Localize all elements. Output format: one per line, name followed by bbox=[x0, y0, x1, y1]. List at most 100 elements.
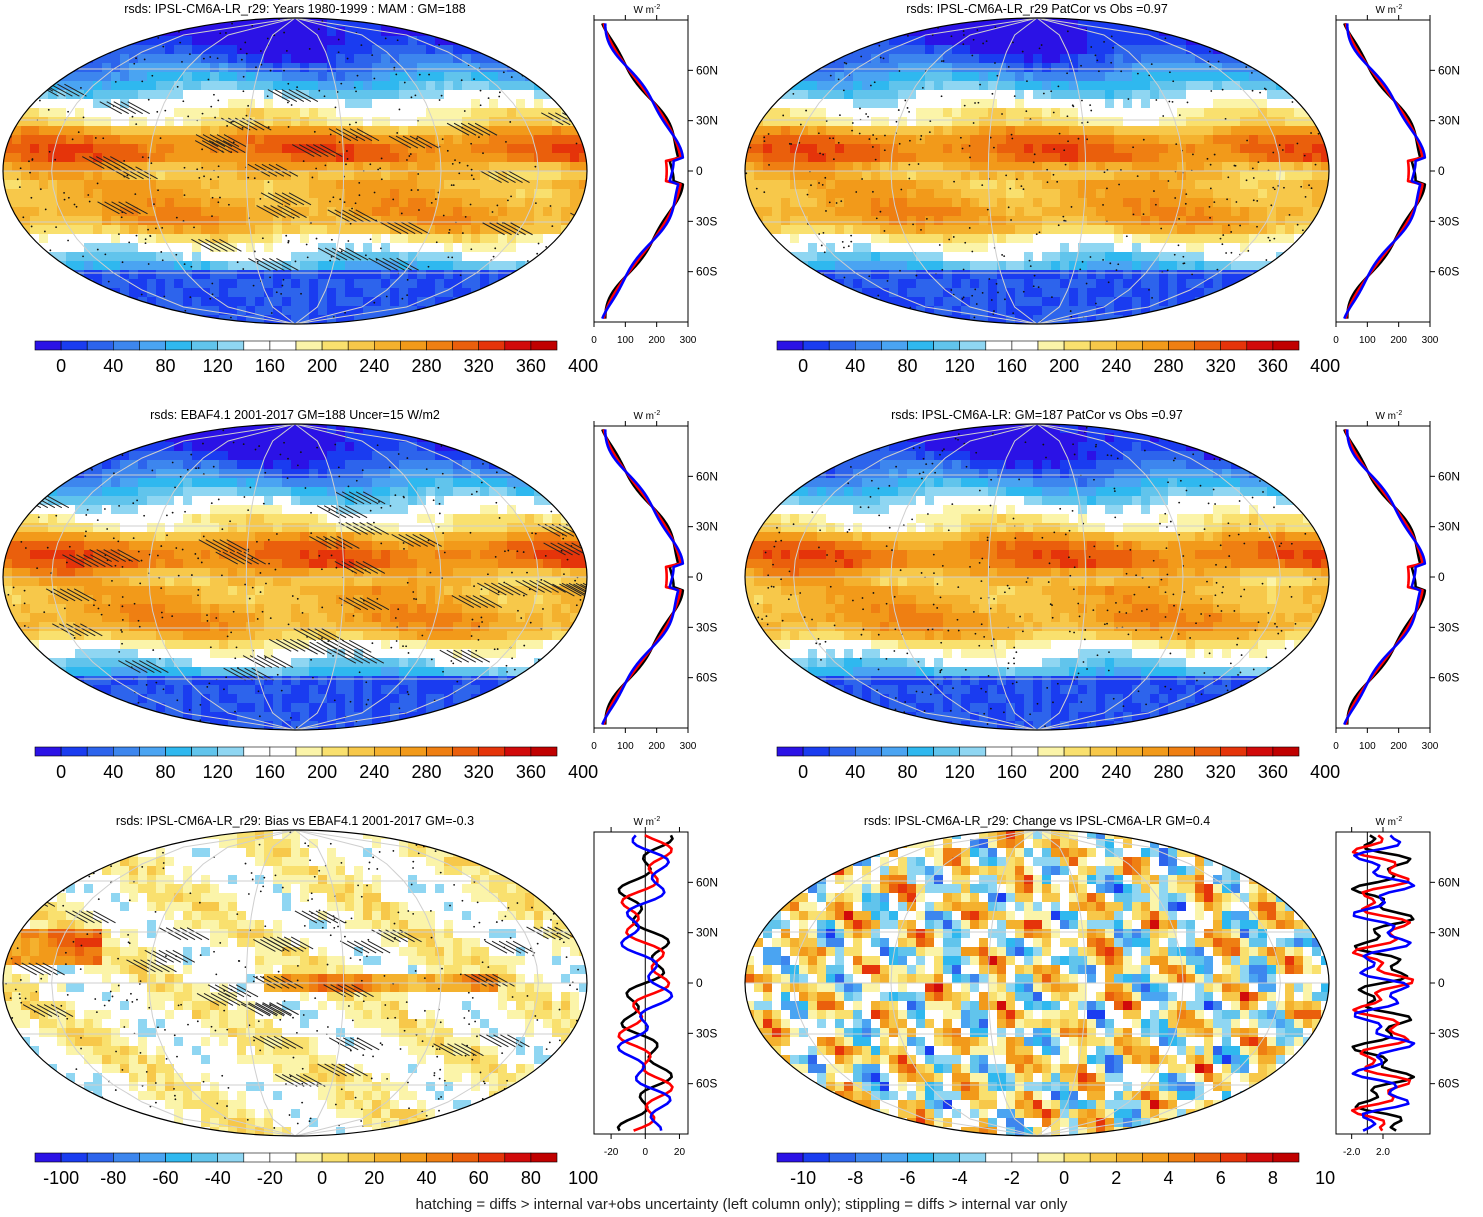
colorbar-swatch bbox=[400, 747, 426, 756]
colorbar-swatch bbox=[192, 1153, 218, 1162]
colorbar-swatch bbox=[1116, 341, 1142, 350]
units-label: W m-2 bbox=[633, 410, 660, 422]
x-tick-label: 300 bbox=[680, 741, 697, 752]
colorbar-label: 320 bbox=[464, 356, 494, 376]
colorbar-swatch bbox=[881, 1153, 907, 1162]
colorbar-swatch bbox=[374, 1153, 400, 1162]
colorbar-swatch bbox=[322, 747, 348, 756]
colorbar-swatch bbox=[908, 747, 934, 756]
panel-top-right: rsds: IPSL-CM6A-LR_r29 PatCor vs Obs =0.… bbox=[742, 0, 1483, 405]
colorbar-swatch bbox=[61, 747, 87, 756]
colorbar-swatch bbox=[453, 1153, 479, 1162]
x-tick-label: 20 bbox=[674, 1147, 686, 1158]
chart-svg-p1: rsds: IPSL-CM6A-LR_r29: Years 1980-1999 … bbox=[0, 0, 741, 405]
map-title: rsds: IPSL-CM6A-LR_r29: Change vs IPSL-C… bbox=[864, 814, 1210, 828]
map-title: rsds: IPSL-CM6A-LR_r29 PatCor vs Obs =0.… bbox=[906, 2, 1168, 16]
colorbar-label: 2 bbox=[1111, 1168, 1121, 1188]
map-title: rsds: EBAF4.1 2001-2017 GM=188 Uncer=15 … bbox=[150, 408, 440, 422]
chart-svg-p5: rsds: IPSL-CM6A-LR_r29: Bias vs EBAF4.1 … bbox=[0, 812, 741, 1217]
colorbar-swatch bbox=[934, 1153, 960, 1162]
colorbar-swatch bbox=[113, 341, 139, 350]
colorbar-swatch bbox=[296, 747, 322, 756]
colorbar-label: 160 bbox=[255, 762, 285, 782]
lat-tick-label: 30N bbox=[696, 520, 718, 534]
colorbar-swatch bbox=[1038, 1153, 1064, 1162]
colorbar-swatch bbox=[270, 1153, 296, 1162]
colorbar-swatch bbox=[1142, 747, 1168, 756]
colorbar-label: 80 bbox=[155, 762, 175, 782]
colorbar-swatch bbox=[1169, 747, 1195, 756]
colorbar-swatch bbox=[855, 1153, 881, 1162]
colorbar-swatch bbox=[803, 341, 829, 350]
colorbar-label: 320 bbox=[1206, 356, 1236, 376]
colorbar-swatch bbox=[986, 747, 1012, 756]
colorbar-swatch bbox=[348, 341, 374, 350]
colorbar-label: 120 bbox=[203, 762, 233, 782]
colorbar-label: 60 bbox=[469, 1168, 489, 1188]
colorbar-swatch bbox=[87, 1153, 113, 1162]
lat-tick-label: 60N bbox=[696, 63, 718, 77]
colorbar-label: 360 bbox=[1258, 356, 1288, 376]
colorbar-swatch bbox=[531, 747, 557, 756]
colorbar-label: -60 bbox=[152, 1168, 178, 1188]
colorbar-swatch bbox=[1195, 1153, 1221, 1162]
colorbar-label: 320 bbox=[1206, 762, 1236, 782]
colorbar-label: 360 bbox=[516, 356, 546, 376]
colorbar-swatch bbox=[296, 1153, 322, 1162]
lat-tick-label: 30S bbox=[1438, 214, 1459, 228]
lat-tick-label: 30S bbox=[696, 214, 717, 228]
colorbar-swatch bbox=[479, 1153, 505, 1162]
colorbar-swatch bbox=[1038, 341, 1064, 350]
colorbar-swatch bbox=[270, 341, 296, 350]
colorbar-label: 80 bbox=[155, 356, 175, 376]
colorbar-swatch bbox=[829, 747, 855, 756]
units-label: W m-2 bbox=[1375, 4, 1402, 16]
colorbar-swatch bbox=[218, 1153, 244, 1162]
colorbar-swatch bbox=[479, 747, 505, 756]
lat-tick-label: 60N bbox=[1438, 469, 1460, 483]
x-tick-label: 300 bbox=[680, 335, 697, 346]
lat-tick-label: 60N bbox=[1438, 63, 1460, 77]
colorbar-swatch bbox=[1247, 1153, 1273, 1162]
colorbar-swatch bbox=[934, 747, 960, 756]
lat-tick-label: 0 bbox=[1438, 164, 1445, 178]
colorbar-swatch bbox=[1221, 341, 1247, 350]
lat-tick-label: 30N bbox=[696, 114, 718, 128]
colorbar-swatch bbox=[35, 1153, 61, 1162]
x-tick-label: -2.0 bbox=[1343, 1147, 1361, 1158]
colorbar-label: 200 bbox=[1049, 762, 1079, 782]
colorbar-label: 240 bbox=[359, 356, 389, 376]
colorbar-swatch bbox=[1273, 1153, 1299, 1162]
colorbar-label: 160 bbox=[997, 762, 1027, 782]
colorbar-swatch bbox=[113, 1153, 139, 1162]
colorbar-swatch bbox=[166, 747, 192, 756]
colorbar-label: 40 bbox=[416, 1168, 436, 1188]
colorbar-label: -4 bbox=[952, 1168, 968, 1188]
colorbar-swatch bbox=[1116, 747, 1142, 756]
colorbar-label: 80 bbox=[897, 356, 917, 376]
colorbar-label: 200 bbox=[307, 762, 337, 782]
x-tick-label: 100 bbox=[617, 741, 634, 752]
colorbar-swatch bbox=[218, 747, 244, 756]
lat-tick-label: 30N bbox=[1438, 114, 1460, 128]
colorbar-swatch bbox=[855, 341, 881, 350]
lat-tick-label: 0 bbox=[696, 570, 703, 584]
colorbar-swatch bbox=[87, 747, 113, 756]
colorbar-swatch bbox=[777, 747, 803, 756]
x-tick-label: 2.0 bbox=[1376, 1147, 1390, 1158]
colorbar-label: -8 bbox=[847, 1168, 863, 1188]
chart-svg-p3: rsds: EBAF4.1 2001-2017 GM=188 Uncer=15 … bbox=[0, 406, 741, 811]
colorbar-swatch bbox=[270, 747, 296, 756]
lat-tick-label: 60S bbox=[696, 265, 717, 279]
colorbar-label: 6 bbox=[1216, 1168, 1226, 1188]
colorbar-swatch bbox=[960, 1153, 986, 1162]
x-tick-label: 200 bbox=[1390, 741, 1407, 752]
colorbar-swatch bbox=[453, 341, 479, 350]
colorbar-swatch bbox=[1090, 1153, 1116, 1162]
colorbar-swatch bbox=[531, 341, 557, 350]
